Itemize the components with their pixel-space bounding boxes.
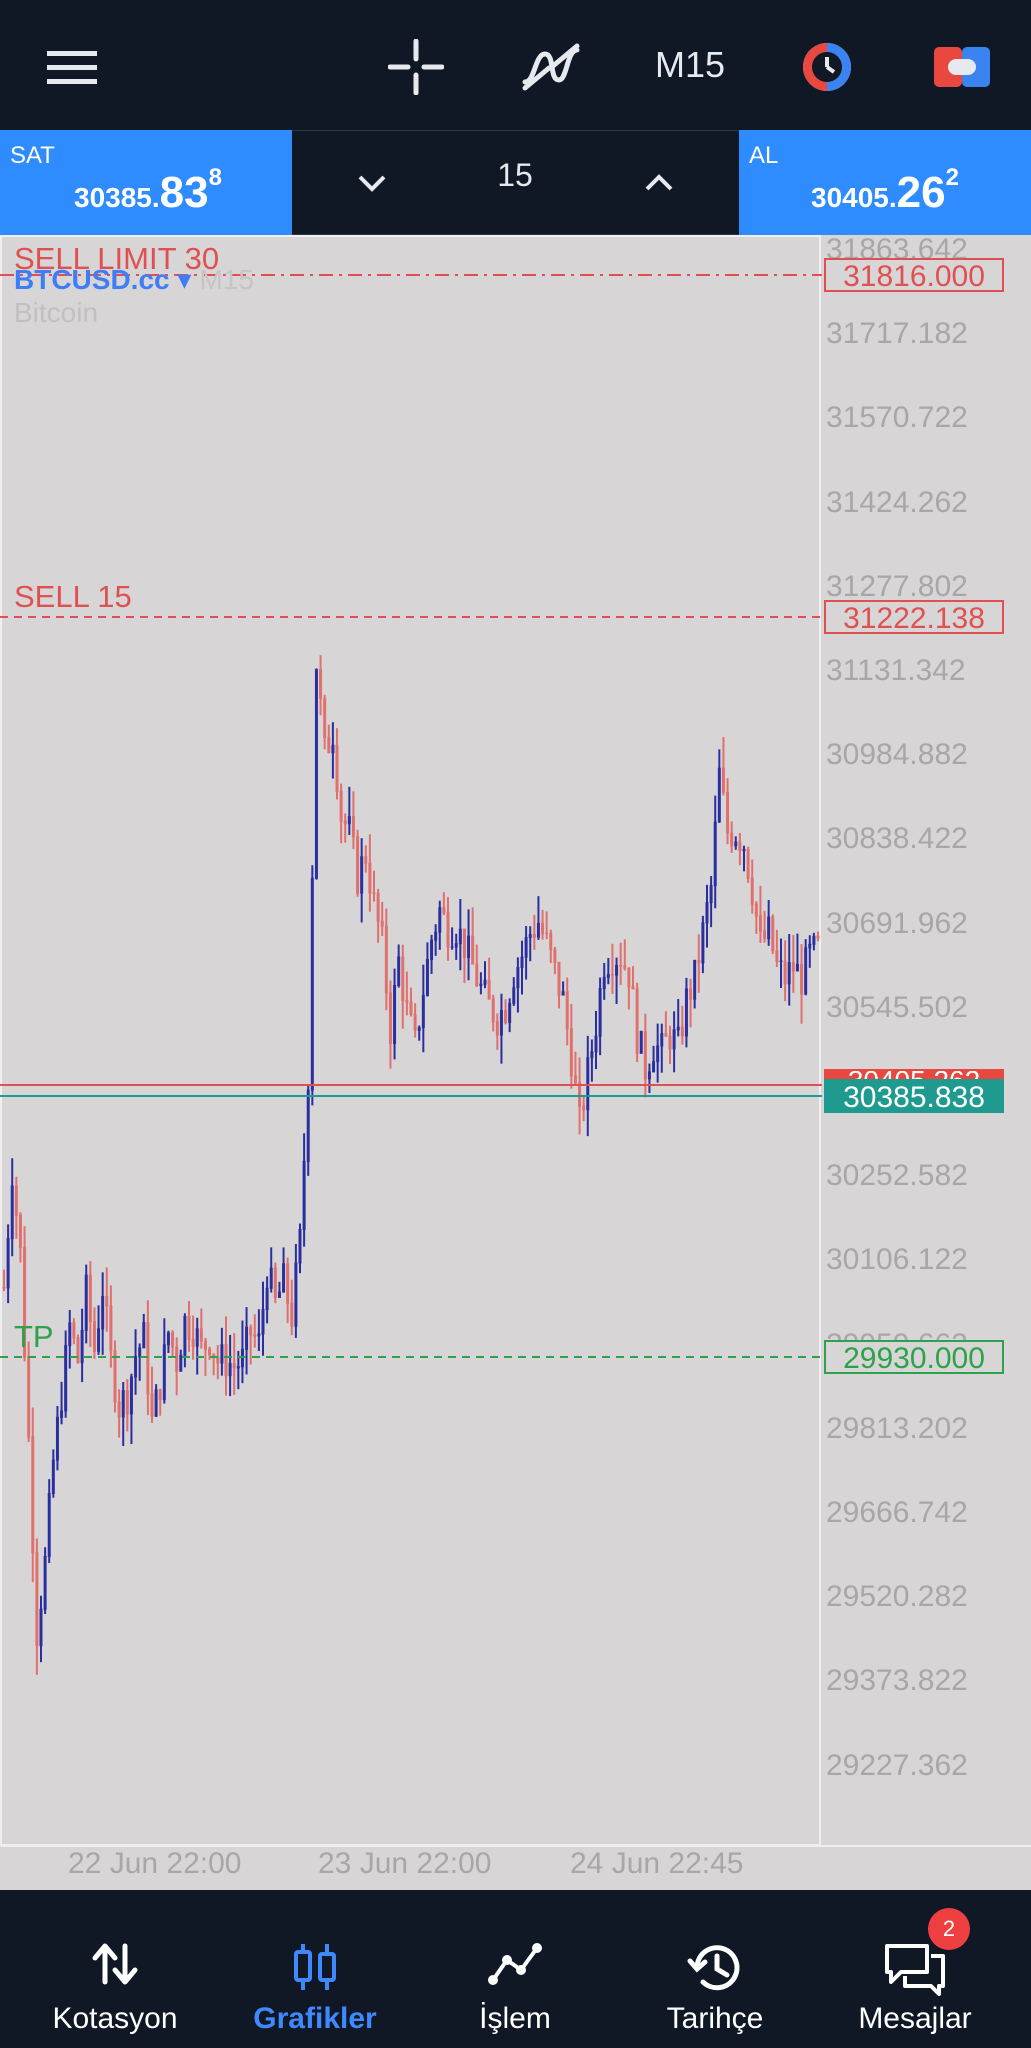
timeframe-button[interactable]: M15	[654, 44, 726, 85]
nav-tarihce[interactable]: Tarihçe	[615, 1890, 815, 2048]
price-tick: 30984.882	[826, 738, 968, 772]
sell-price-tag[interactable]: 31222.138	[824, 600, 1004, 635]
buy-price: 30405.262	[811, 164, 959, 217]
sell-label: SAT	[10, 142, 55, 169]
time-tick-1: 22 Jun 22:00	[68, 1847, 242, 1880]
tp-price-tag[interactable]: 29930.000	[824, 1340, 1004, 1375]
price-tick: 29227.362	[826, 1748, 968, 1782]
price-tick: 30691.962	[826, 906, 968, 940]
crosshair-icon[interactable]	[371, 22, 461, 112]
price-tick: 31717.182	[826, 317, 968, 351]
sell-label: SELL 15	[14, 579, 132, 614]
indicator-icon[interactable]	[506, 22, 596, 112]
price-tick: 30106.122	[826, 1243, 968, 1277]
sell-button[interactable]: SAT 30385.838	[0, 130, 292, 235]
price-tick: 31424.262	[826, 485, 968, 519]
symbol-label[interactable]: BTCUSD.cc ▾ M15	[14, 264, 254, 295]
trade-line-icon	[465, 1942, 565, 1998]
hamburger-menu-icon[interactable]	[28, 22, 118, 112]
nav-mesajlar-label: Mesajlar	[858, 2002, 972, 2035]
price-tick: 31277.802	[826, 569, 968, 603]
price-tick: 30838.422	[826, 822, 968, 856]
price-tick: 29520.282	[826, 1580, 968, 1614]
price-tick: 31131.342	[826, 654, 966, 687]
history-clock-icon	[665, 1942, 765, 1998]
nav-grafikler[interactable]: Grafikler	[215, 1890, 415, 2048]
volume-increase-chevron-up-icon[interactable]	[629, 153, 689, 213]
nav-kotasyon[interactable]: Kotasyon	[15, 1890, 215, 2048]
messages-badge: 2	[928, 1908, 970, 1950]
sell-limit-price-tag[interactable]: 31816.000	[824, 258, 1004, 293]
nav-tarihce-label: Tarihçe	[666, 2002, 764, 2035]
candlestick-chart-icon	[265, 1942, 365, 1998]
time-tick-3: 24 Jun 22:45	[570, 1847, 744, 1880]
buy-button[interactable]: AL 30405.262	[739, 130, 1031, 235]
quotes-arrows-icon	[65, 1942, 165, 1998]
price-tick: 31570.722	[826, 401, 968, 435]
price-tick: 30545.502	[826, 990, 968, 1024]
nav-islem[interactable]: İşlem	[415, 1890, 615, 2048]
symbol-description: Bitcoin	[14, 297, 99, 328]
nav-islem-label: İşlem	[479, 2002, 551, 2035]
candlestick-plot[interactable]	[0, 235, 1031, 1890]
time-tick-2: 23 Jun 22:00	[318, 1847, 492, 1880]
messages-icon	[865, 1942, 965, 1998]
volume-value[interactable]: 15	[497, 157, 533, 193]
nav-mesajlar[interactable]: Mesajlar	[815, 1890, 1015, 2048]
price-tick: 29666.742	[826, 1496, 968, 1529]
buy-label: AL	[749, 142, 779, 169]
sell-price: 30385.838	[74, 164, 222, 217]
price-chart[interactable]: BTCUSD.cc ▾ M15 Bitcoin SELL LIMIT 30 SEL…	[0, 233, 1031, 1890]
top-toolbar: M15	[0, 0, 1031, 130]
clock-icon[interactable]	[782, 22, 872, 112]
price-tick: 29373.822	[826, 1664, 968, 1698]
sell-limit-label: SELL LIMIT 30	[14, 241, 220, 276]
plot-frame	[0, 235, 821, 1846]
nav-grafikler-label: Grafikler	[253, 2002, 377, 2035]
bottom-navigation: Kotasyon Grafikler İşlem Tarihçe Mesajla…	[0, 1890, 1031, 2048]
volume-stepper: 15	[292, 130, 739, 235]
volume-decrease-chevron-down-icon[interactable]	[342, 153, 402, 213]
bid-price-tag: 30385.838	[824, 1079, 1004, 1114]
tp-label: TP	[14, 1319, 54, 1354]
price-tick: 29813.202	[826, 1411, 968, 1445]
price-tick: 30252.582	[826, 1159, 968, 1193]
trade-toggle-icon[interactable]	[917, 22, 1007, 112]
nav-kotasyon-label: Kotasyon	[52, 2002, 178, 2035]
